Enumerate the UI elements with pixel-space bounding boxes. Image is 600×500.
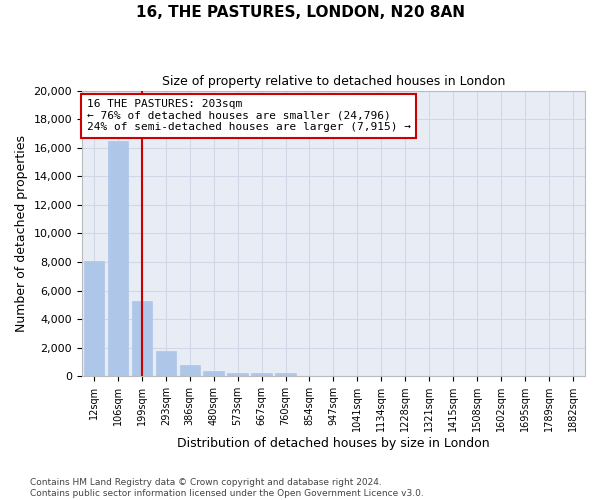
Text: 16, THE PASTURES, LONDON, N20 8AN: 16, THE PASTURES, LONDON, N20 8AN	[136, 5, 464, 20]
Text: Contains HM Land Registry data © Crown copyright and database right 2024.
Contai: Contains HM Land Registry data © Crown c…	[30, 478, 424, 498]
Bar	[179, 365, 200, 376]
Bar	[83, 260, 104, 376]
X-axis label: Distribution of detached houses by size in London: Distribution of detached houses by size …	[177, 437, 490, 450]
Bar	[107, 140, 128, 376]
Bar	[275, 374, 296, 376]
Y-axis label: Number of detached properties: Number of detached properties	[15, 135, 28, 332]
Bar	[251, 373, 272, 376]
Bar	[203, 372, 224, 376]
Bar	[131, 300, 152, 376]
Text: 16 THE PASTURES: 203sqm
← 76% of detached houses are smaller (24,796)
24% of sem: 16 THE PASTURES: 203sqm ← 76% of detache…	[87, 99, 411, 132]
Bar	[227, 372, 248, 376]
Title: Size of property relative to detached houses in London: Size of property relative to detached ho…	[162, 75, 505, 88]
Bar	[155, 351, 176, 376]
